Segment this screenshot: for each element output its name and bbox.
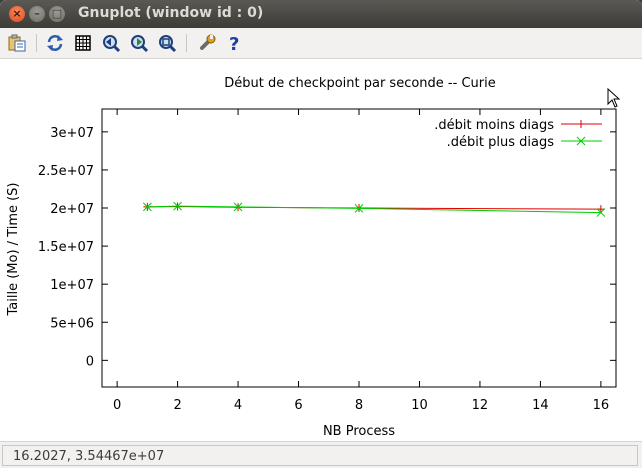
maximize-icon[interactable]: □ [49,6,65,22]
toolbar: ? [0,28,642,59]
data-point [596,208,606,217]
legend-marker [576,136,586,146]
mouse-cursor-icon [607,88,621,108]
copy-clipboard-icon[interactable] [7,33,27,53]
grid-icon[interactable] [73,33,93,53]
cursor-coordinates: 16.2027, 3.54467e+07 [13,449,165,464]
x-tick-label: 2 [173,398,181,413]
x-tick-label: 0 [113,398,121,413]
status-bar: 16.2027, 3.54467e+07 [0,441,642,468]
x-tick-label: 6 [294,398,302,413]
x-axis-label: NB Process [323,424,395,439]
svg-text:?: ? [229,34,239,53]
y-tick-label: 3e+07 [50,126,94,141]
y-tick-label: 5e+06 [50,316,94,331]
y-tick-label: 2.5e+07 [38,164,94,179]
legend-marker [577,120,585,128]
data-point [596,205,605,214]
previous-zoom-icon[interactable] [101,33,121,53]
y-tick-label: 2e+07 [50,202,94,217]
line-chart[interactable]: Début de checkpoint par seconde -- Curie… [0,59,642,441]
autoscale-icon[interactable] [157,33,177,53]
plot-border [101,108,617,388]
y-axis-label: Taille (Mo) / Time (S) [6,182,21,316]
plot-canvas[interactable]: Début de checkpoint par seconde -- Curie… [0,59,642,441]
data-point [142,202,152,212]
minimize-icon[interactable]: – [29,6,45,22]
y-tick-label: 0 [86,354,94,369]
x-tick-label: 4 [234,398,242,413]
x-tick-label: 10 [411,398,428,413]
title-bar[interactable]: × – □ Gnuplot (window id : 0) [0,0,642,28]
legend-label: .débit moins diags [434,118,554,133]
x-tick-label: 14 [532,398,549,413]
status-box: 16.2027, 3.54467e+07 [2,445,638,466]
next-zoom-icon[interactable] [129,33,149,53]
x-tick-label: 16 [593,398,610,413]
data-point [233,202,243,212]
toolbar-separator [186,34,187,52]
window-title: Gnuplot (window id : 0) [78,5,264,21]
toolbar-separator [36,34,37,52]
settings-wrench-icon[interactable] [197,33,217,53]
data-point [354,204,364,213]
replot-icon[interactable] [45,33,65,53]
series-line [147,205,601,214]
data-point [173,201,182,211]
legend-label: .débit plus diags [447,135,555,150]
chart-title: Début de checkpoint par seconde -- Curie [224,76,495,91]
y-tick-label: 1e+07 [50,278,94,293]
help-icon[interactable]: ? [225,33,245,55]
x-tick-label: 8 [355,398,363,413]
close-icon[interactable]: × [9,6,25,22]
x-tick-label: 12 [472,398,489,413]
y-tick-label: 1.5e+07 [38,240,94,255]
